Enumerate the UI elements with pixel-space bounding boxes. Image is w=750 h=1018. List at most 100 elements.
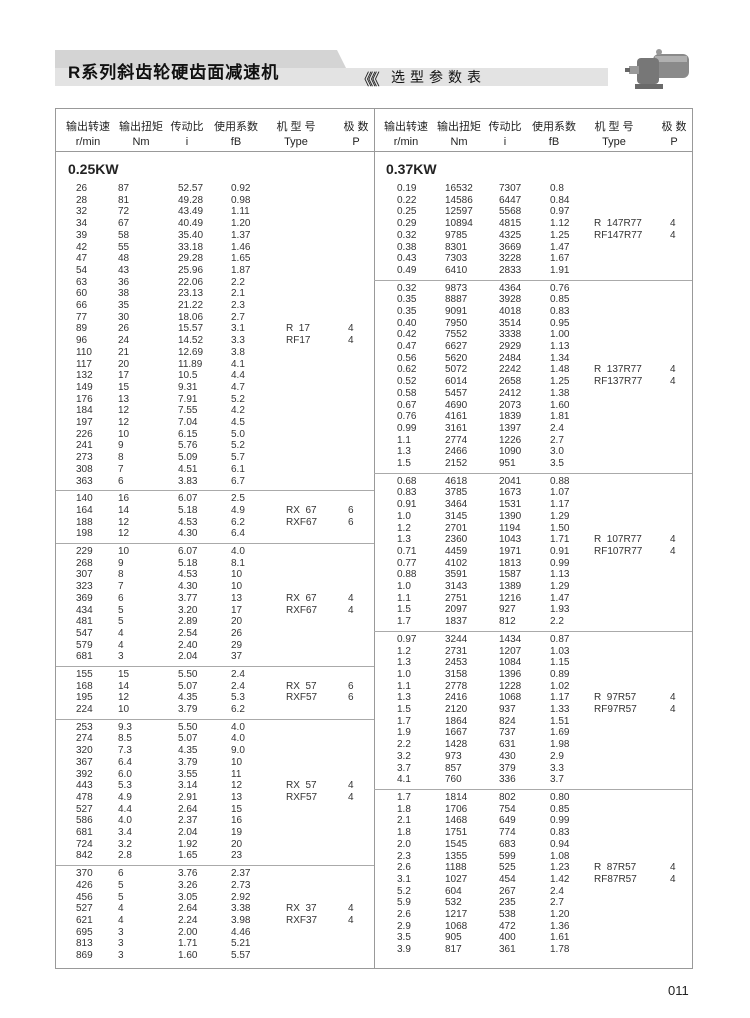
table-row: 164 14 5.18 4.9 <box>56 505 374 517</box>
torque-cell: 12597 <box>445 206 473 218</box>
torque-cell: 2152 <box>445 458 468 470</box>
torque-cell: 4 <box>118 914 124 926</box>
table-row: 226 10 6.15 5.0 <box>56 429 374 441</box>
table-row: 3.1 1027 454 1.42 <box>374 874 692 886</box>
type-row: R 107R77 4 <box>374 534 692 546</box>
table-row: 0.35 8887 3928 0.85 <box>374 294 692 306</box>
service-factor-cell: 1.47 <box>550 241 570 253</box>
speed-cell: 869 <box>76 950 93 962</box>
torque-cell: 87 <box>118 183 130 194</box>
ratio-cell: 2.54 <box>178 627 198 639</box>
service-factor-cell: 1.60 <box>550 399 570 411</box>
table-row: 426 5 3.26 2.73 <box>56 880 374 892</box>
speed-cell: 140 <box>76 493 93 505</box>
speed-cell: 0.43 <box>397 253 417 265</box>
torque-cell: 9785 <box>445 229 468 241</box>
service-factor-cell: 3.38 <box>231 903 251 915</box>
torque-cell: 1188 <box>445 862 467 874</box>
torque-cell: 3244 <box>445 633 468 645</box>
service-factor-cell: 6.2 <box>231 704 245 716</box>
ratio-cell: 1228 <box>499 680 522 692</box>
speed-cell: 1.0 <box>397 581 411 593</box>
model-type: RXF67 <box>286 604 318 616</box>
service-factor-cell: 2.2 <box>550 616 564 628</box>
column-header: 极 数 <box>661 121 687 133</box>
table-row: 0.62 5072 2242 1.48 <box>374 364 692 376</box>
ratio-cell: 25.96 <box>178 264 204 276</box>
ratio-cell: 2242 <box>499 364 522 376</box>
torque-cell: 8887 <box>445 294 468 306</box>
speed-cell: 0.38 <box>397 241 417 253</box>
ratio-cell: 2.40 <box>178 639 198 651</box>
table-row: 198 12 4.30 6.4 <box>56 528 374 540</box>
speed-cell: 0.35 <box>397 305 417 317</box>
column-header: 传动比 <box>170 121 204 133</box>
service-factor-cell: 4.0 <box>231 546 245 557</box>
torque-cell: 4 <box>118 627 124 639</box>
speed-cell: 224 <box>76 704 93 716</box>
torque-cell: 2701 <box>445 522 468 534</box>
model-type: R 147R77 <box>594 218 642 230</box>
service-factor-cell: 4.5 <box>231 417 245 428</box>
speed-cell: 1.3 <box>397 692 411 704</box>
type-row: R 137R77 4 <box>374 364 692 376</box>
torque-cell: 1837 <box>445 616 468 628</box>
speed-cell: 681 <box>76 651 93 663</box>
torque-cell: 1864 <box>445 715 468 727</box>
ratio-cell: 1207 <box>499 645 522 657</box>
speed-cell: 132 <box>76 370 93 382</box>
table-row: 320 7.3 4.35 9.0 <box>56 745 374 757</box>
table-row: 0.88 3591 1587 1.13 <box>374 569 692 581</box>
ratio-cell: 33.18 <box>178 241 204 253</box>
ratio-cell: 15.57 <box>178 323 204 335</box>
ratio-cell: 14.52 <box>178 335 204 347</box>
service-factor-cell: 5.57 <box>231 950 251 962</box>
column-unit: Nm <box>132 136 150 148</box>
model-type: R 107R77 <box>594 534 642 546</box>
torque-cell: 3161 <box>445 422 468 434</box>
service-factor-cell: 2.9 <box>550 750 564 762</box>
torque-cell: 5.3 <box>118 780 132 792</box>
model-type: R 17 <box>286 323 310 335</box>
model-type: RX 37 <box>286 903 317 915</box>
ratio-cell: 35.40 <box>178 229 204 241</box>
service-factor-cell: 3.8 <box>231 346 245 358</box>
speed-cell: 110 <box>76 346 92 358</box>
page-subtitle: 选型参数表 <box>391 69 486 85</box>
torque-cell: 7 <box>118 463 124 475</box>
ratio-cell: 3.26 <box>178 879 198 891</box>
service-factor-cell: 1.29 <box>550 581 570 593</box>
speed-cell: 842 <box>76 850 93 862</box>
ratio-cell: 4.53 <box>178 569 198 581</box>
service-factor-cell: 1.17 <box>550 692 570 704</box>
model-group: 0.32 9873 4364 0.76 0.35 8887 3928 0.85 0.35 9091… <box>374 280 692 474</box>
speed-cell: 66 <box>76 300 88 311</box>
torque-cell: 1545 <box>445 838 468 850</box>
torque-cell: 4459 <box>445 545 468 557</box>
ratio-cell: 3.83 <box>178 475 198 487</box>
ratio-cell: 1043 <box>499 534 522 546</box>
ratio-cell: 1084 <box>499 657 522 669</box>
chevrons-icon: 《《《 <box>356 72 380 89</box>
ratio-cell: 1673 <box>499 487 522 499</box>
torque-cell: 3158 <box>445 668 468 680</box>
table-row: 229 10 6.07 4.0 <box>56 546 374 558</box>
ratio-cell: 1068 <box>499 692 522 704</box>
speed-cell: 1.5 <box>397 704 411 716</box>
torque-cell: 9.3 <box>118 721 132 733</box>
torque-cell: 4 <box>118 903 124 915</box>
speed-cell: 32 <box>76 206 88 218</box>
torque-cell: 16532 <box>445 183 473 194</box>
table-row: 1.0 3158 1396 0.89 <box>374 669 692 681</box>
torque-cell: 2360 <box>445 534 468 546</box>
ratio-cell: 3.79 <box>178 704 198 716</box>
service-factor-cell: 1.20 <box>231 218 251 230</box>
service-factor-cell: 20 <box>231 838 243 850</box>
table-row: 0.43 7303 3228 1.67 <box>374 253 692 265</box>
torque-cell: 3591 <box>445 569 468 581</box>
ratio-cell: 1194 <box>499 522 521 534</box>
torque-cell: 3 <box>118 926 124 938</box>
type-row: RXF57 4 <box>56 792 374 804</box>
ratio-cell: 802 <box>499 792 516 803</box>
speed-cell: 229 <box>76 546 93 557</box>
